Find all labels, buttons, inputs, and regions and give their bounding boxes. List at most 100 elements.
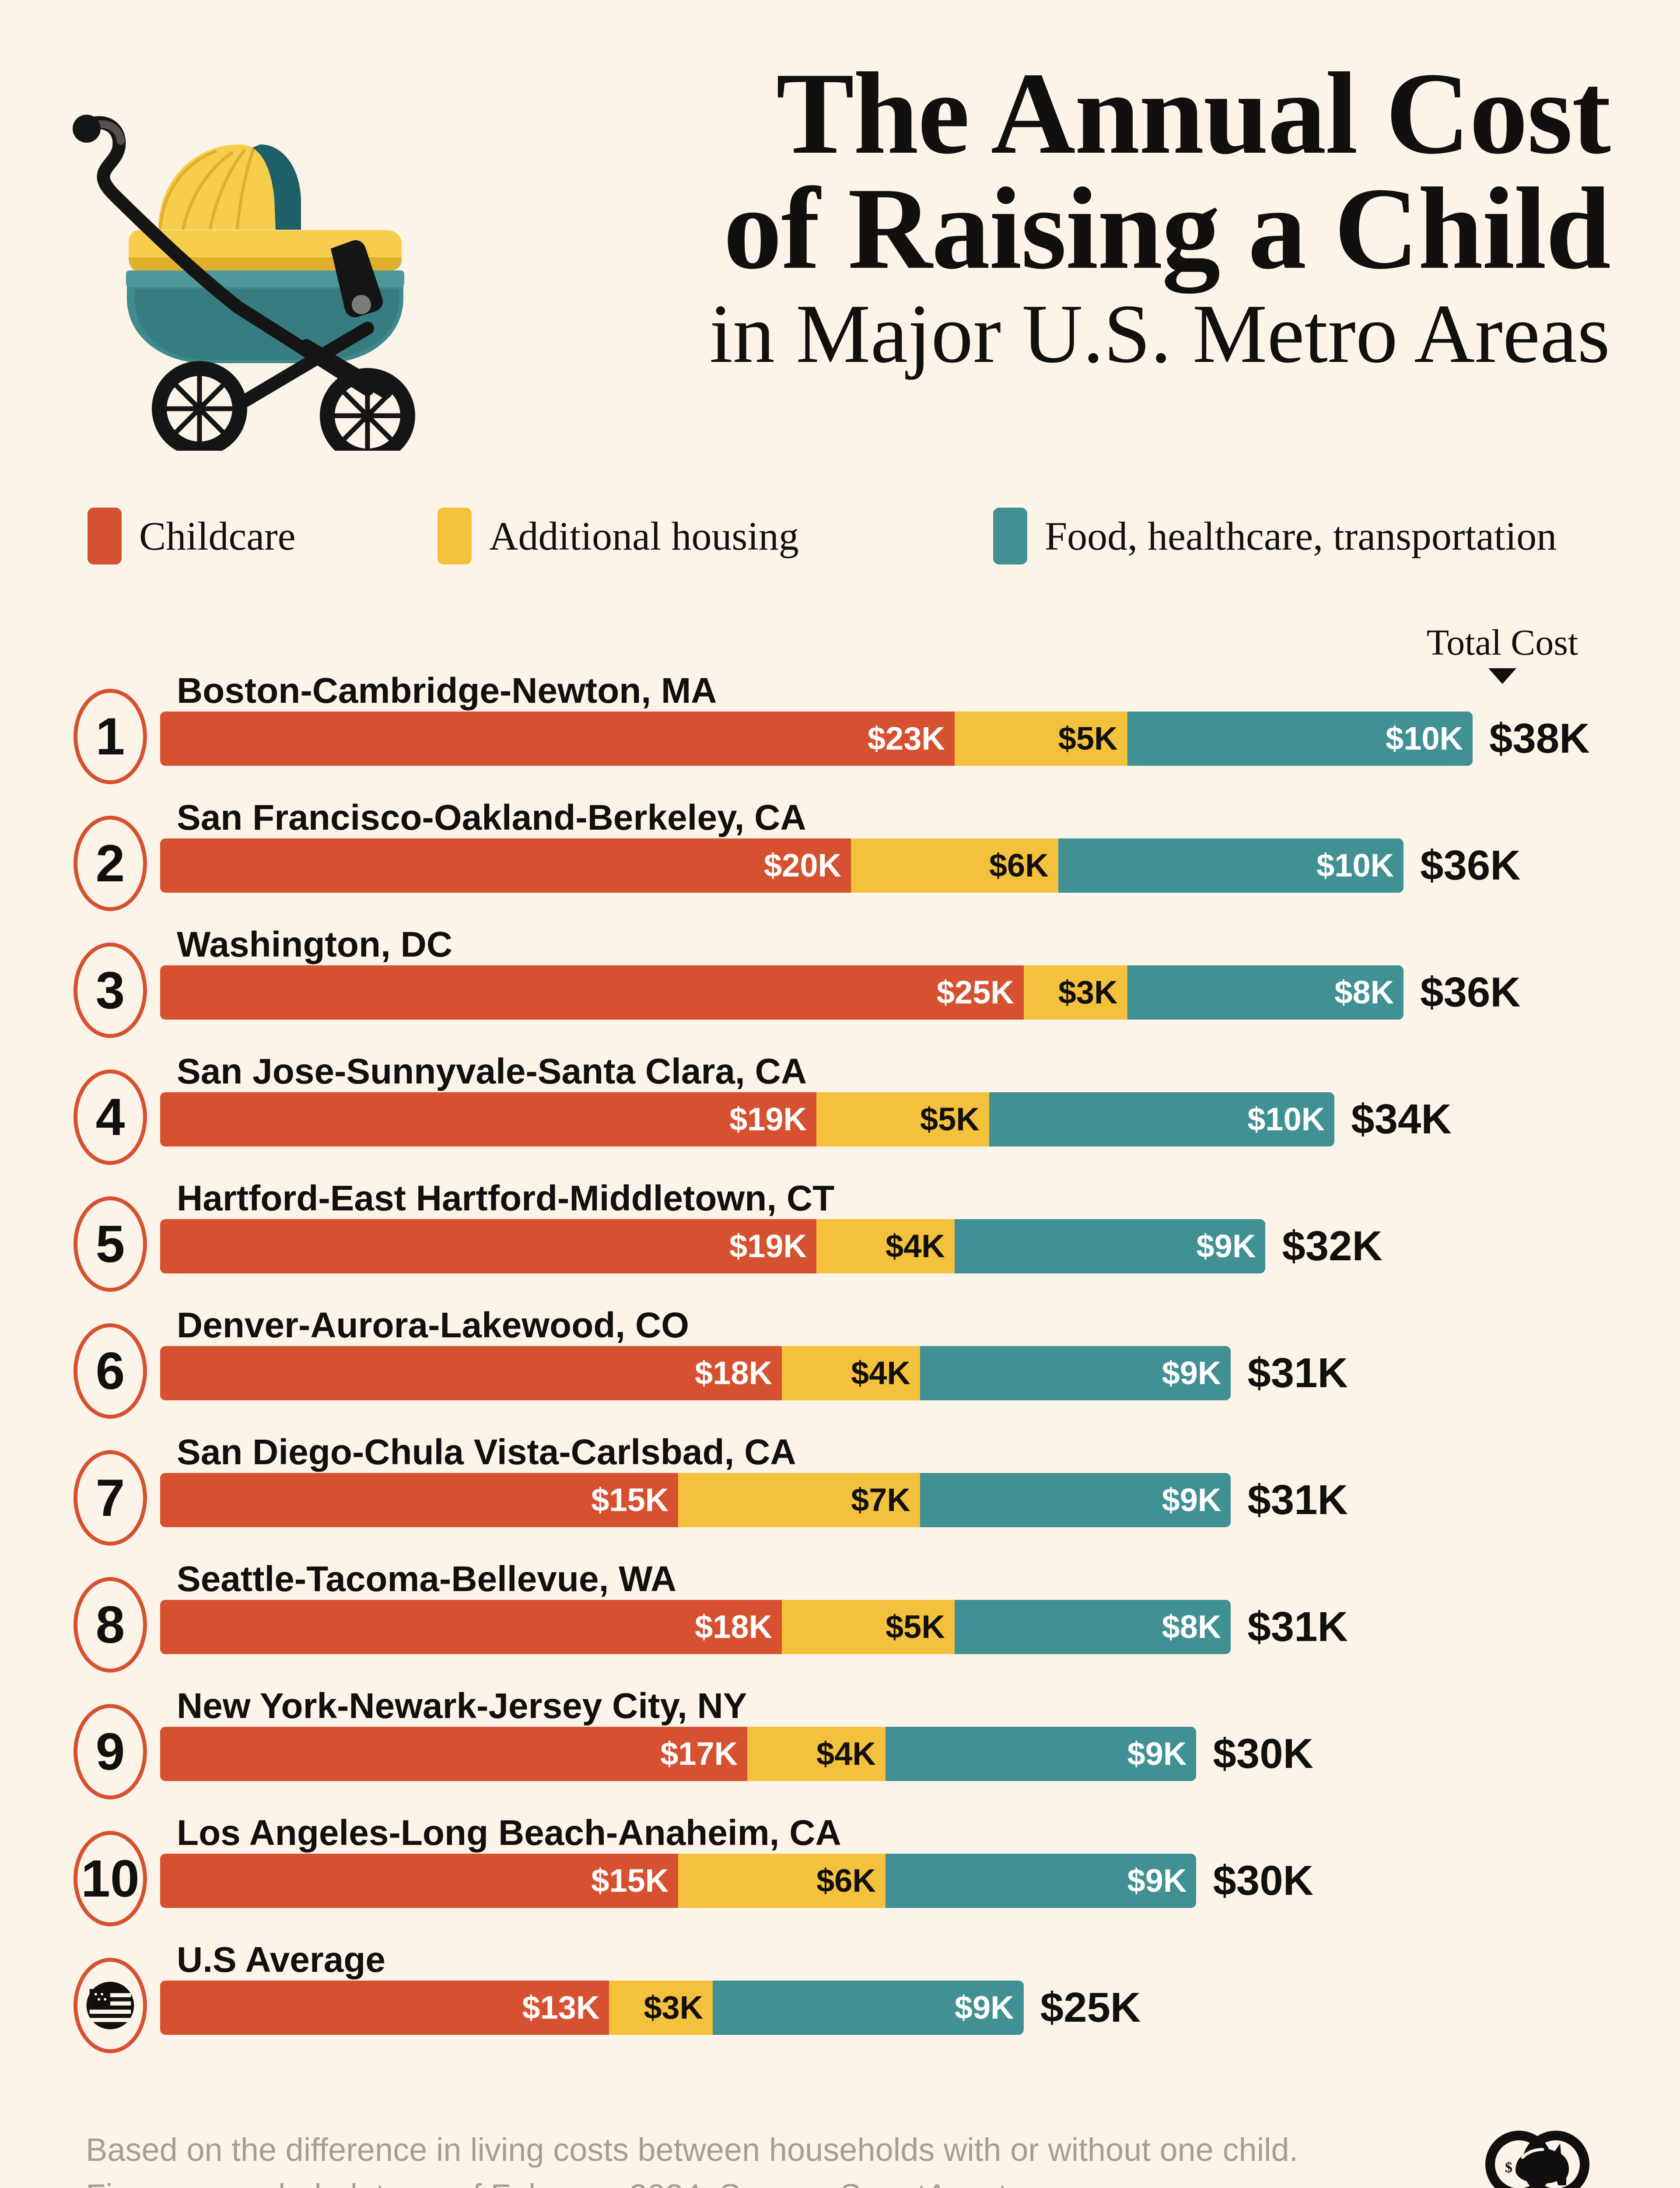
bar-segment-food: $10K bbox=[989, 1092, 1335, 1147]
total-cost-value: $31K bbox=[1247, 1476, 1348, 1523]
rank-badge: 1 bbox=[74, 689, 147, 784]
legend-label-housing: Additional housing bbox=[489, 514, 799, 558]
rank-badge: 9 bbox=[74, 1704, 147, 1799]
page-title-line-2: of Raising a Child bbox=[723, 163, 1611, 294]
rank-badge: 7 bbox=[74, 1450, 147, 1546]
stacked-bar: $18K $5K $8K bbox=[160, 1600, 1231, 1654]
footnote-text: Based on the difference in living costs … bbox=[86, 2132, 1298, 2188]
total-cost-value: $30K bbox=[1213, 1730, 1313, 1777]
metro-area-label: Seattle-Tacoma-Bellevue, WA bbox=[177, 1559, 677, 1599]
rank-number: 9 bbox=[95, 1722, 125, 1781]
segment-value-label: $10K bbox=[1386, 720, 1463, 757]
rank-number: 2 bbox=[95, 834, 125, 893]
stacked-bar: $18K $4K $9K bbox=[160, 1346, 1231, 1400]
segment-value-label: $9K bbox=[1196, 1228, 1256, 1264]
segment-value-label: $17K bbox=[660, 1736, 738, 1772]
rank-badge: 8 bbox=[74, 1577, 147, 1673]
rank-badge: 5 bbox=[74, 1196, 147, 1292]
total-cost-value: $36K bbox=[1420, 842, 1521, 889]
rank-number: 3 bbox=[95, 961, 125, 1020]
bar-segment-childcare: $20K bbox=[160, 838, 851, 893]
bar-segment-childcare: $25K bbox=[160, 965, 1024, 1020]
page-subtitle: in Major U.S. Metro Areas bbox=[709, 287, 1610, 380]
stacked-bar: $23K $5K $10K bbox=[160, 712, 1473, 766]
bar-segment-housing: $5K bbox=[782, 1600, 955, 1654]
bar-segment-food: $10K bbox=[1058, 838, 1404, 893]
bar-segment-housing: $5K bbox=[954, 712, 1127, 766]
rank-badge: 10 bbox=[74, 1831, 147, 1926]
total-cost-value: $31K bbox=[1247, 1350, 1348, 1396]
bar-segment-housing: $6K bbox=[850, 838, 1058, 893]
metro-area-label: Los Angeles-Long Beach-Anaheim, CA bbox=[177, 1813, 841, 1853]
baby-stroller-icon bbox=[61, 83, 420, 463]
rank-badge: 2 bbox=[74, 816, 147, 911]
metro-area-label: Washington, DC bbox=[177, 925, 453, 964]
rank-badge: 6 bbox=[74, 1323, 147, 1419]
segment-value-label: $5K bbox=[886, 1609, 945, 1645]
total-cost-callout: Total Cost bbox=[1410, 621, 1594, 684]
total-cost-value: $25K bbox=[1040, 1984, 1141, 2031]
segment-value-label: $15K bbox=[591, 1862, 669, 1899]
chart-row: U.S Average $13K $3K $9K $25K bbox=[0, 1940, 1680, 2070]
rank-number: 4 bbox=[95, 1088, 125, 1147]
segment-value-label: $6K bbox=[816, 1862, 876, 1899]
legend: Childcare Additional housing Food, healt… bbox=[88, 503, 1619, 586]
chart-row: 8 Seattle-Tacoma-Bellevue, WA $18K $5K $8K $3… bbox=[0, 1559, 1680, 1689]
total-cost-value: $30K bbox=[1213, 1857, 1313, 1904]
segment-value-label: $18K bbox=[695, 1355, 773, 1391]
triangle-down-icon bbox=[1488, 668, 1516, 684]
segment-value-label: $3K bbox=[1058, 974, 1118, 1010]
chart-row: 4 San Jose-Sunnyvale-Santa Clara, CA $19K $… bbox=[0, 1052, 1680, 1182]
rank-number: 8 bbox=[95, 1595, 125, 1654]
stacked-bar: $13K $3K $9K bbox=[160, 1981, 1024, 2035]
bar-segment-housing: $6K bbox=[678, 1854, 886, 1908]
bar-segment-food: $9K bbox=[885, 1727, 1197, 1781]
bar-segment-food: $9K bbox=[920, 1473, 1231, 1527]
stacked-bar: $19K $5K $10K bbox=[160, 1092, 1335, 1147]
chart-row: 2 San Francisco-Oakland-Berkeley, CA $20K $… bbox=[0, 798, 1680, 928]
rank-badge: 3 bbox=[74, 943, 147, 1038]
bar-segment-food: $9K bbox=[920, 1346, 1231, 1400]
bar-segment-food: $9K bbox=[713, 1981, 1024, 2035]
bar-segment-food: $8K bbox=[954, 1600, 1231, 1654]
legend-item-food: Food, healthcare, transportation bbox=[993, 503, 1557, 569]
total-cost-value: $34K bbox=[1351, 1096, 1452, 1143]
chart-row: 5 Hartford-East Hartford-Middletown, CT $1… bbox=[0, 1178, 1680, 1308]
chart-row: 10 Los Angeles-Long Beach-Anaheim, CA $15K… bbox=[0, 1813, 1680, 1943]
svg-text:$: $ bbox=[1505, 2160, 1512, 2176]
rank-number: 7 bbox=[95, 1469, 125, 1527]
bar-segment-housing: $4K bbox=[816, 1219, 955, 1273]
segment-value-label: $19K bbox=[729, 1101, 807, 1137]
segment-value-label: $9K bbox=[1162, 1482, 1222, 1518]
segment-value-label: $6K bbox=[989, 847, 1049, 884]
rank-number: 1 bbox=[95, 707, 125, 766]
bar-segment-food: $9K bbox=[954, 1219, 1266, 1273]
total-cost-value: $38K bbox=[1489, 715, 1590, 762]
segment-value-label: $9K bbox=[1127, 1736, 1187, 1772]
segment-value-label: $9K bbox=[954, 1989, 1014, 2026]
metro-area-label: Boston-Cambridge-Newton, MA bbox=[177, 671, 717, 711]
chart-row: 1 Boston-Cambridge-Newton, MA $23K $5K $10K $… bbox=[0, 671, 1680, 801]
legend-item-housing: Additional housing bbox=[438, 503, 799, 569]
bar-segment-childcare: $13K bbox=[160, 1981, 609, 2035]
legend-label-childcare: Childcare bbox=[139, 514, 296, 558]
chart-row: 9 New York-Newark-Jersey City, NY $17K $4K $… bbox=[0, 1686, 1680, 1816]
us-flag-icon bbox=[74, 1958, 147, 2053]
legend-swatch-food bbox=[993, 508, 1027, 565]
chart-bars: 1 Boston-Cambridge-Newton, MA $23K $5K $10K $… bbox=[0, 671, 1680, 2070]
segment-value-label: $10K bbox=[1316, 847, 1394, 884]
bar-segment-childcare: $15K bbox=[160, 1854, 679, 1908]
legend-item-childcare: Childcare bbox=[88, 503, 296, 569]
metro-area-label: Denver-Aurora-Lakewood, CO bbox=[177, 1305, 689, 1345]
bar-segment-childcare: $18K bbox=[160, 1346, 782, 1400]
bar-segment-housing: $3K bbox=[609, 1981, 713, 2035]
metro-area-label: San Diego-Chula Vista-Carlsbad, CA bbox=[177, 1432, 796, 1472]
bar-segment-housing: $4K bbox=[782, 1346, 920, 1400]
metro-area-label: San Jose-Sunnyvale-Santa Clara, CA bbox=[177, 1052, 807, 1091]
segment-value-label: $15K bbox=[591, 1482, 669, 1518]
chart-row: 7 San Diego-Chula Vista-Carlsbad, CA $15K $… bbox=[0, 1432, 1680, 1562]
segment-value-label: $8K bbox=[1334, 974, 1394, 1010]
stacked-bar: $20K $6K $10K bbox=[160, 838, 1404, 893]
metro-area-label: U.S Average bbox=[177, 1940, 386, 1980]
segment-value-label: $23K bbox=[867, 720, 945, 757]
